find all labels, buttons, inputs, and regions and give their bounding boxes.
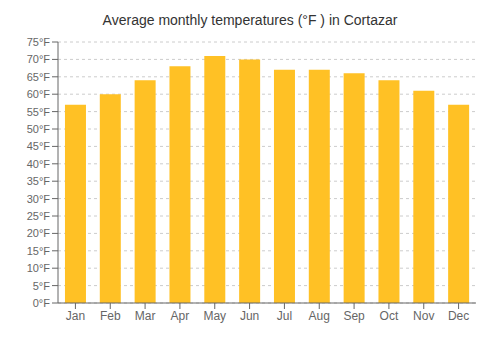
svg-text:20°F: 20°F [27, 227, 51, 239]
html-text:Average monthly temperatures (: Average monthly temperatures (°F ) in Co… [102, 12, 398, 28]
svg-text:45°F: 45°F [27, 140, 51, 152]
svg-text:Sep: Sep [343, 309, 365, 323]
svg-text:5°F: 5°F [33, 280, 51, 292]
svg-text:Feb: Feb [100, 309, 121, 323]
svg-text:75°F: 75°F [27, 36, 51, 48]
svg-text:10°F: 10°F [27, 262, 51, 274]
svg-text:30°F: 30°F [27, 193, 51, 205]
svg-text:15°F: 15°F [27, 245, 51, 257]
svg-text:Mar: Mar [135, 309, 156, 323]
svg-text:Aug: Aug [309, 309, 330, 323]
svg-text:Dec: Dec [448, 309, 469, 323]
svg-text:65°F: 65°F [27, 71, 51, 83]
svg-text:35°F: 35°F [27, 175, 51, 187]
svg-text:Jul: Jul [277, 309, 292, 323]
svg-text:Jan: Jan [66, 309, 85, 323]
svg-text:Jun: Jun [240, 309, 259, 323]
svg-text:Nov: Nov [413, 309, 434, 323]
svg-text:55°F: 55°F [27, 106, 51, 118]
svg-text:0°F: 0°F [33, 297, 51, 309]
svg-text:25°F: 25°F [27, 210, 51, 222]
svg-text:May: May [203, 309, 226, 323]
svg-text:60°F: 60°F [27, 88, 51, 100]
svg-text:50°F: 50°F [27, 123, 51, 135]
svg-text:Oct: Oct [380, 309, 399, 323]
svg-text:40°F: 40°F [27, 158, 51, 170]
svg-text:Apr: Apr [171, 309, 190, 323]
svg-text:70°F: 70°F [27, 53, 51, 65]
